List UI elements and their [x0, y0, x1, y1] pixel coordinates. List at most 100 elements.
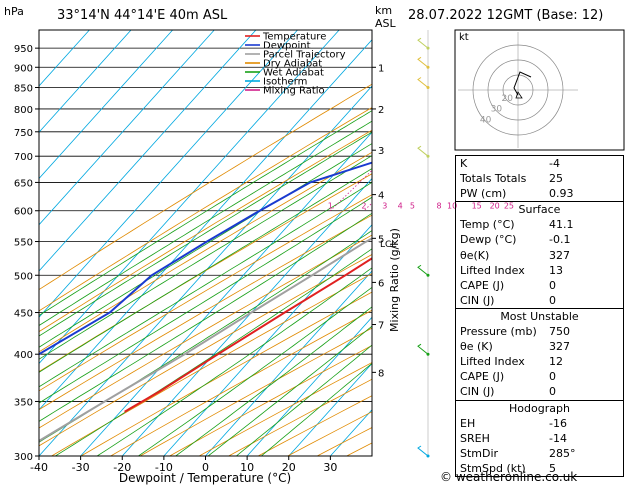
isotherm — [39, 30, 215, 226]
temperature-tick-label: -30 — [72, 461, 90, 474]
dry-adiabat — [39, 129, 372, 333]
index-row: Lifted Index 12 — [456, 354, 623, 369]
isotherm — [39, 30, 173, 180]
index-label: StmDir — [460, 446, 499, 460]
index-row: CIN (J) 0 — [456, 384, 623, 399]
index-row: EH -16 — [456, 416, 623, 431]
wet-adiabat — [96, 267, 372, 456]
index-value: -4 — [549, 157, 560, 170]
index-row: Totals Totals 25 — [456, 171, 623, 186]
indices-panel: K -4 Totals Totals 25 PW (cm) 0.93 Surface Tem… — [455, 155, 624, 477]
pressure-tick-label: 600 — [14, 207, 33, 218]
dry-adiabat — [110, 309, 372, 456]
index-row: Pressure (mb) 750 — [456, 324, 623, 339]
index-label: EH — [460, 416, 476, 430]
temperature-tick-label: 0 — [202, 461, 209, 474]
indices-section: K -4 Totals Totals 25 PW (cm) 0.93 — [455, 155, 624, 203]
temperature-line — [124, 257, 372, 413]
section-title: Hodograph — [509, 401, 570, 415]
mixing-ratio-label: 2 — [361, 202, 366, 211]
index-row: PW (cm) 0.93 — [456, 186, 623, 201]
mixing-ratio-label: 8 — [436, 202, 441, 211]
index-value: 285° — [549, 446, 576, 460]
wet-adiabat — [39, 131, 372, 337]
wind-barb — [417, 145, 429, 157]
hodograph-ring-label: 20 — [501, 94, 513, 104]
wind-barb — [417, 445, 429, 457]
index-value: 0.93 — [549, 187, 574, 201]
mixing-ratio-label: 20 — [490, 202, 500, 211]
index-label: CIN (J) — [460, 293, 495, 307]
temperature-tick-label: -40 — [30, 461, 48, 474]
wet-adiabat — [39, 196, 372, 404]
dry-adiabat — [39, 234, 372, 429]
pressure-tick-label: 850 — [14, 84, 33, 95]
mixing-ratio-line — [330, 169, 372, 211]
index-label: CAPE (J) — [460, 370, 505, 384]
dry-adiabat — [39, 107, 372, 312]
index-row: Temp (°C) 41.1 — [456, 217, 623, 232]
pressure-tick-label: 350 — [14, 397, 33, 408]
hodograph-trace — [513, 71, 532, 96]
index-label: StmSpd (kt) — [460, 461, 526, 475]
index-value: 12 — [549, 355, 563, 369]
hodograph-table-section: Hodograph EH -16 SREH -14 StmDir 285° StmSpd (k… — [455, 400, 624, 477]
wet-adiabat — [138, 286, 372, 456]
km-tick-label: 4 — [378, 191, 384, 202]
km-tick-label: 2 — [378, 105, 384, 116]
index-row: CAPE (J) 0 — [456, 278, 623, 293]
index-label: SREH — [460, 431, 490, 445]
index-row: CAPE (J) 0 — [456, 369, 623, 384]
temperature-tick-label: 30 — [323, 461, 337, 474]
asl-label: ASL — [375, 17, 397, 30]
legend-label: Parcel Trajectory — [263, 50, 346, 61]
dry-adiabat — [39, 194, 372, 392]
index-value: 750 — [549, 325, 570, 339]
wet-adiabat — [39, 155, 372, 360]
hodograph-kt-label: kt — [459, 32, 469, 43]
surface-section: Surface Temp (°C) 41.1 Dewp (°C) -0.1 θe(K) 32… — [455, 202, 624, 309]
pressure-tick-label: 500 — [14, 271, 33, 282]
pressure-tick-label: 400 — [14, 350, 33, 361]
mixing-ratio-label: 15 — [472, 202, 482, 211]
mixing-ratio-label: 1 — [328, 202, 333, 211]
location-title: 33°14'N 44°14'E 40m ASL — [57, 8, 228, 23]
index-label: K — [460, 157, 468, 170]
wind-barb — [417, 56, 429, 68]
km-tick-label: 1 — [378, 63, 384, 74]
index-label: Totals Totals — [460, 172, 527, 186]
wet-adiabat — [55, 248, 372, 456]
section-title: Surface — [518, 203, 561, 217]
index-label: Pressure (mb) — [460, 325, 537, 339]
pressure-tick-label: 450 — [14, 309, 33, 320]
credit-text: © weatheronline.co.uk — [440, 470, 578, 484]
km-label: km — [375, 4, 392, 17]
isotherm — [39, 30, 257, 272]
index-row: StmDir 285° — [456, 446, 623, 461]
wet-adiabat — [39, 143, 372, 348]
isotherm — [205, 270, 372, 456]
km-tick-label: 8 — [378, 368, 384, 379]
legend-label: Wet Adiabat — [263, 68, 324, 79]
wet-adiabat — [39, 168, 372, 373]
index-value: -16 — [549, 416, 567, 430]
index-value: 25 — [549, 172, 563, 186]
pressure-tick-label: 700 — [14, 152, 33, 163]
mixing-ratio-label: 25 — [504, 202, 514, 211]
index-value: 13 — [549, 263, 563, 277]
temperature-tick-label: -10 — [155, 461, 173, 474]
pressure-tick-label: 800 — [14, 105, 33, 116]
x-axis-label: Dewpoint / Temperature (°C) — [119, 471, 291, 485]
legend-label: Temperature — [262, 32, 326, 43]
index-label: Temp (°C) — [460, 218, 515, 232]
wet-adiabat — [39, 110, 372, 316]
index-value: 0 — [549, 385, 556, 399]
dry-adiabat — [80, 291, 372, 456]
pressure-tick-label: 650 — [14, 178, 33, 189]
index-row: θe(K) 327 — [456, 248, 623, 263]
wet-adiabat — [39, 230, 372, 443]
dry-adiabat — [39, 214, 372, 411]
dry-adiabat — [39, 83, 372, 291]
wind-barb — [417, 37, 429, 49]
